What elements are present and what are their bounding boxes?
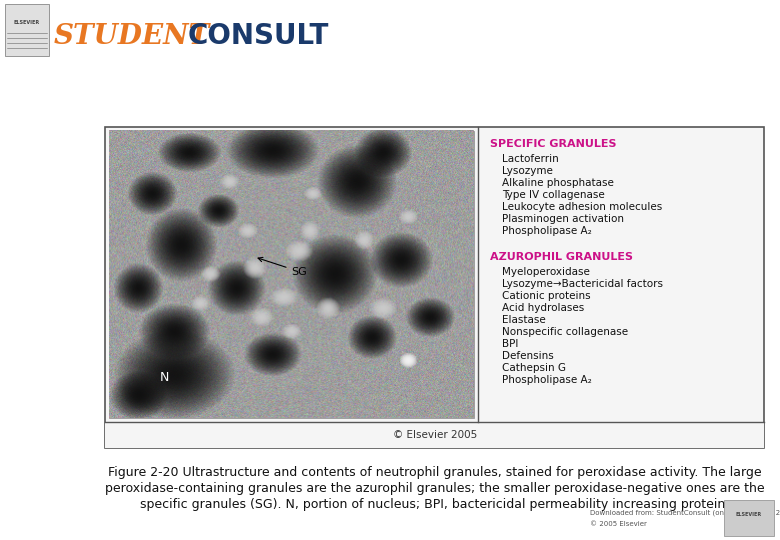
Text: Defensins: Defensins: [502, 352, 554, 361]
Text: Cationic proteins: Cationic proteins: [502, 291, 590, 301]
Text: Lactoferrin: Lactoferrin: [502, 154, 558, 164]
Text: peroxidase-containing granules are the azurophil granules; the smaller peroxidas: peroxidase-containing granules are the a…: [105, 482, 764, 495]
Bar: [105, 422, 764, 448]
Text: CONSULT: CONSULT: [188, 22, 329, 50]
Text: Myeloperoxidase: Myeloperoxidase: [502, 267, 590, 278]
Text: ELSEVIER: ELSEVIER: [14, 19, 40, 25]
Text: Phospholipase A₂: Phospholipase A₂: [502, 226, 591, 236]
Text: © 2005 Elsevier: © 2005 Elsevier: [590, 521, 647, 527]
Text: Nonspecific collagenase: Nonspecific collagenase: [502, 327, 628, 338]
Bar: [5, 4, 49, 56]
Text: SG: SG: [258, 258, 307, 276]
Text: Downloaded from: StudentConsult (on 15 November 2009 11:35 AM): Downloaded from: StudentConsult (on 15 N…: [590, 510, 780, 516]
Text: Alkaline phosphatase: Alkaline phosphatase: [502, 178, 614, 188]
Text: Cathepsin G: Cathepsin G: [502, 363, 566, 373]
Text: AZUROPHIL GRANULES: AZUROPHIL GRANULES: [490, 252, 633, 262]
Text: STUDENT: STUDENT: [54, 23, 210, 50]
Text: ELSEVIER: ELSEVIER: [736, 512, 762, 517]
Bar: [105, 127, 764, 448]
Text: Leukocyte adhesion molecules: Leukocyte adhesion molecules: [502, 202, 662, 212]
Bar: [724, 500, 774, 536]
Text: Lysozyme: Lysozyme: [502, 166, 552, 176]
Text: specific granules (SG). N, portion of nucleus; BPI, bactericidal permeability in: specific granules (SG). N, portion of nu…: [140, 498, 729, 511]
Bar: [109, 131, 473, 418]
Text: Phospholipase A₂: Phospholipase A₂: [502, 375, 591, 386]
Text: SPECIFIC GRANULES: SPECIFIC GRANULES: [490, 139, 616, 149]
Text: Plasminogen activation: Plasminogen activation: [502, 214, 624, 224]
Text: © Elsevier 2005: © Elsevier 2005: [392, 430, 477, 440]
Text: BPI: BPI: [502, 339, 518, 349]
Text: Elastase: Elastase: [502, 315, 545, 325]
Text: N: N: [160, 372, 169, 384]
Text: Figure 2-20 Ultrastructure and contents of neutrophil granules, stained for pero: Figure 2-20 Ultrastructure and contents …: [108, 466, 761, 479]
Text: Acid hydrolases: Acid hydrolases: [502, 303, 584, 313]
Text: Type IV collagenase: Type IV collagenase: [502, 190, 604, 200]
Text: Lysozyme→Bactericidal factors: Lysozyme→Bactericidal factors: [502, 279, 663, 289]
